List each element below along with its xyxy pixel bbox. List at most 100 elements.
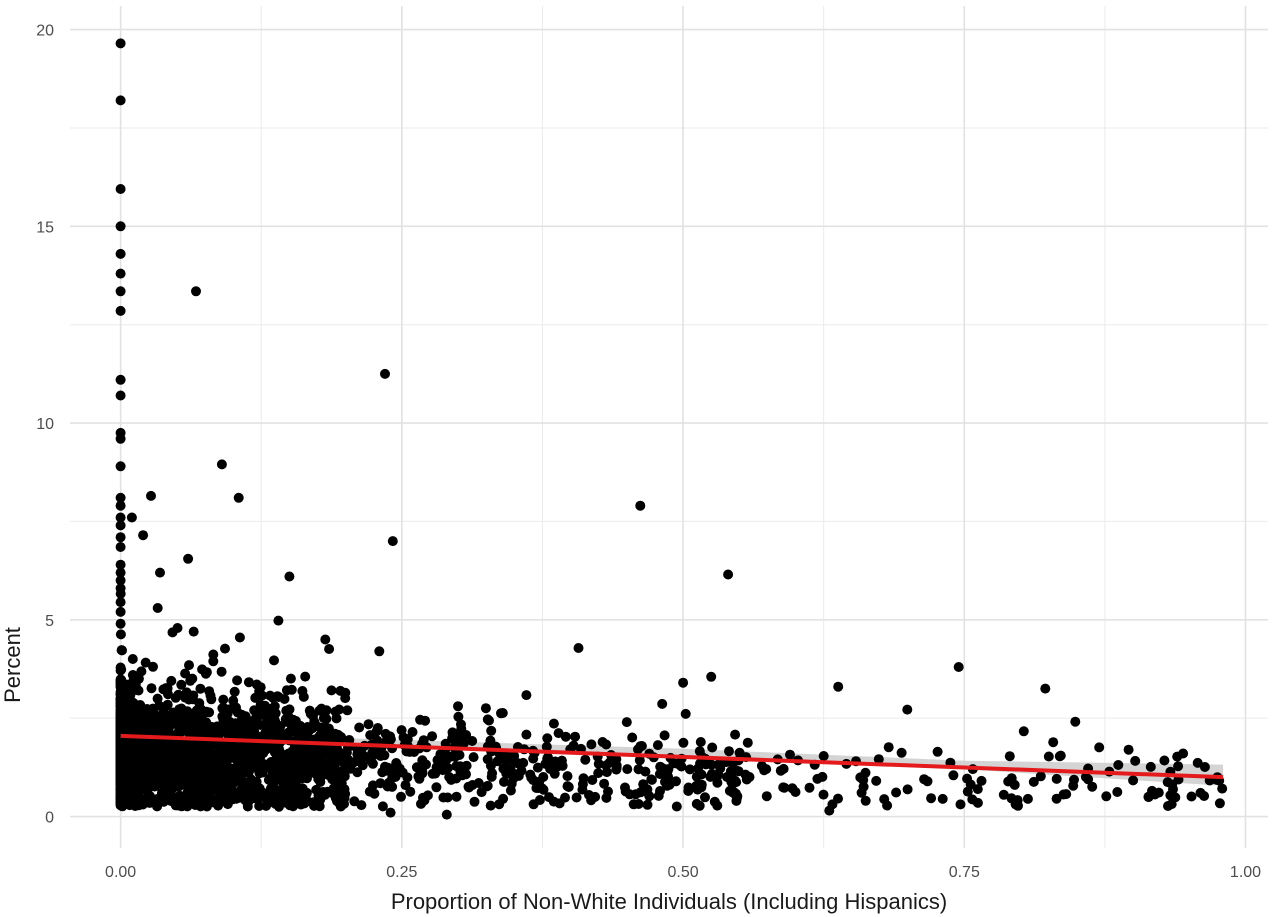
data-point (350, 756, 361, 767)
data-point (1012, 799, 1023, 810)
data-point (339, 798, 349, 809)
data-point (115, 305, 126, 316)
data-point (464, 782, 474, 793)
data-point (385, 807, 396, 818)
data-point (714, 759, 725, 769)
data-point (161, 771, 172, 782)
data-point (601, 739, 612, 750)
data-point (387, 536, 398, 547)
data-point (147, 775, 157, 786)
data-point (184, 660, 194, 671)
data-point (919, 774, 930, 785)
data-point (213, 793, 224, 804)
data-point (273, 774, 283, 785)
data-point (396, 725, 407, 736)
data-point (778, 782, 789, 793)
data-point (587, 775, 598, 785)
data-point (279, 694, 290, 704)
data-point (446, 774, 457, 785)
data-point (125, 763, 136, 774)
data-point (123, 679, 134, 690)
data-point (571, 792, 582, 803)
data-point (291, 774, 302, 785)
data-point (759, 765, 770, 776)
data-point (620, 782, 630, 793)
data-point (521, 729, 532, 740)
data-point (164, 722, 174, 733)
data-point (115, 629, 126, 640)
data-point (216, 722, 227, 733)
data-point (948, 770, 959, 781)
data-point (158, 684, 169, 695)
y-tick-label: 0 (45, 810, 54, 827)
data-point (461, 760, 472, 771)
data-point (170, 692, 181, 703)
data-point (152, 603, 163, 613)
data-point (785, 749, 795, 760)
data-point (871, 775, 882, 786)
data-point (123, 738, 134, 749)
data-point (730, 729, 741, 740)
data-point (320, 789, 330, 800)
data-point (396, 791, 406, 802)
data-point (265, 690, 276, 701)
data-point (505, 764, 516, 775)
data-point (205, 757, 216, 768)
data-point (302, 729, 313, 740)
data-point (486, 725, 497, 736)
data-point (199, 749, 210, 760)
data-point (663, 771, 674, 782)
data-point (417, 766, 428, 777)
data-point (1159, 755, 1170, 766)
data-point (469, 796, 480, 807)
data-point (442, 763, 453, 773)
data-point (181, 687, 192, 698)
data-point (712, 777, 723, 788)
data-point (115, 757, 126, 768)
data-point (214, 767, 225, 778)
data-point (334, 704, 345, 715)
data-point (217, 703, 228, 714)
data-point (367, 758, 378, 769)
data-point (932, 746, 943, 757)
data-point (174, 790, 185, 801)
data-point (680, 708, 691, 719)
data-point (268, 782, 279, 793)
data-point (333, 752, 344, 763)
data-point (684, 764, 695, 775)
data-point (562, 771, 573, 782)
data-point (965, 779, 976, 790)
data-point (542, 733, 553, 744)
data-point (723, 569, 734, 580)
data-point (456, 719, 466, 730)
data-point (194, 698, 205, 709)
data-point (499, 776, 509, 787)
data-point (115, 583, 126, 594)
data-point (882, 800, 893, 811)
data-point (824, 805, 835, 816)
data-point (541, 741, 552, 752)
data-point (416, 798, 426, 809)
data-point (1186, 791, 1197, 802)
data-point (183, 553, 194, 564)
data-point (263, 774, 274, 785)
data-point (955, 799, 966, 810)
data-point (557, 760, 568, 771)
data-point (200, 668, 211, 679)
data-point (180, 668, 191, 679)
data-point (115, 618, 126, 629)
data-point (379, 750, 390, 761)
data-point (115, 248, 126, 259)
data-point (1195, 787, 1206, 798)
data-point (1153, 787, 1164, 798)
data-point (115, 221, 126, 232)
data-point (175, 727, 186, 738)
data-point (611, 760, 622, 771)
data-point (438, 792, 449, 803)
y-axis-tick-labels: 0 5 10 15 20 (36, 23, 54, 827)
data-point (308, 711, 318, 721)
data-point (115, 575, 126, 586)
data-point (143, 746, 154, 756)
data-point (554, 798, 565, 809)
data-point (453, 711, 464, 722)
